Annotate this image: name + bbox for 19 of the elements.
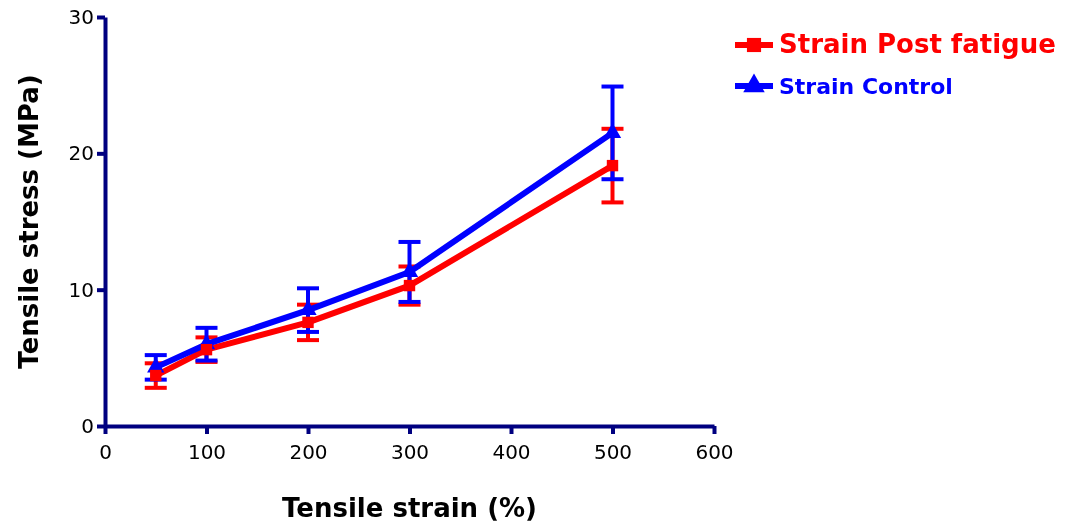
legend-label: Strain Post fatigue: [779, 29, 1056, 59]
point: [150, 369, 162, 382]
x-tick-label: 400: [492, 440, 531, 464]
point: [403, 279, 416, 292]
point: [200, 343, 213, 356]
y-tick-label: 30: [68, 4, 94, 29]
y-tick-label: 0: [81, 413, 94, 438]
point: [302, 316, 314, 329]
x-tick-label: 300: [390, 440, 430, 464]
x-tick-label: 0: [99, 440, 112, 464]
x-tick-label: 500: [593, 440, 633, 464]
x-tick-label: 200: [289, 440, 328, 464]
x-axis-title: Tensile strain (%): [282, 493, 537, 523]
x-tick-label: 600: [695, 440, 734, 464]
legend-label: Strain Control: [779, 74, 953, 99]
y-axis-title: Tensile stress (MPa): [14, 74, 44, 369]
y-tick-label: 20: [68, 141, 94, 166]
x-tick-label: 100: [187, 440, 227, 464]
y-tick-label: 10: [68, 277, 94, 302]
